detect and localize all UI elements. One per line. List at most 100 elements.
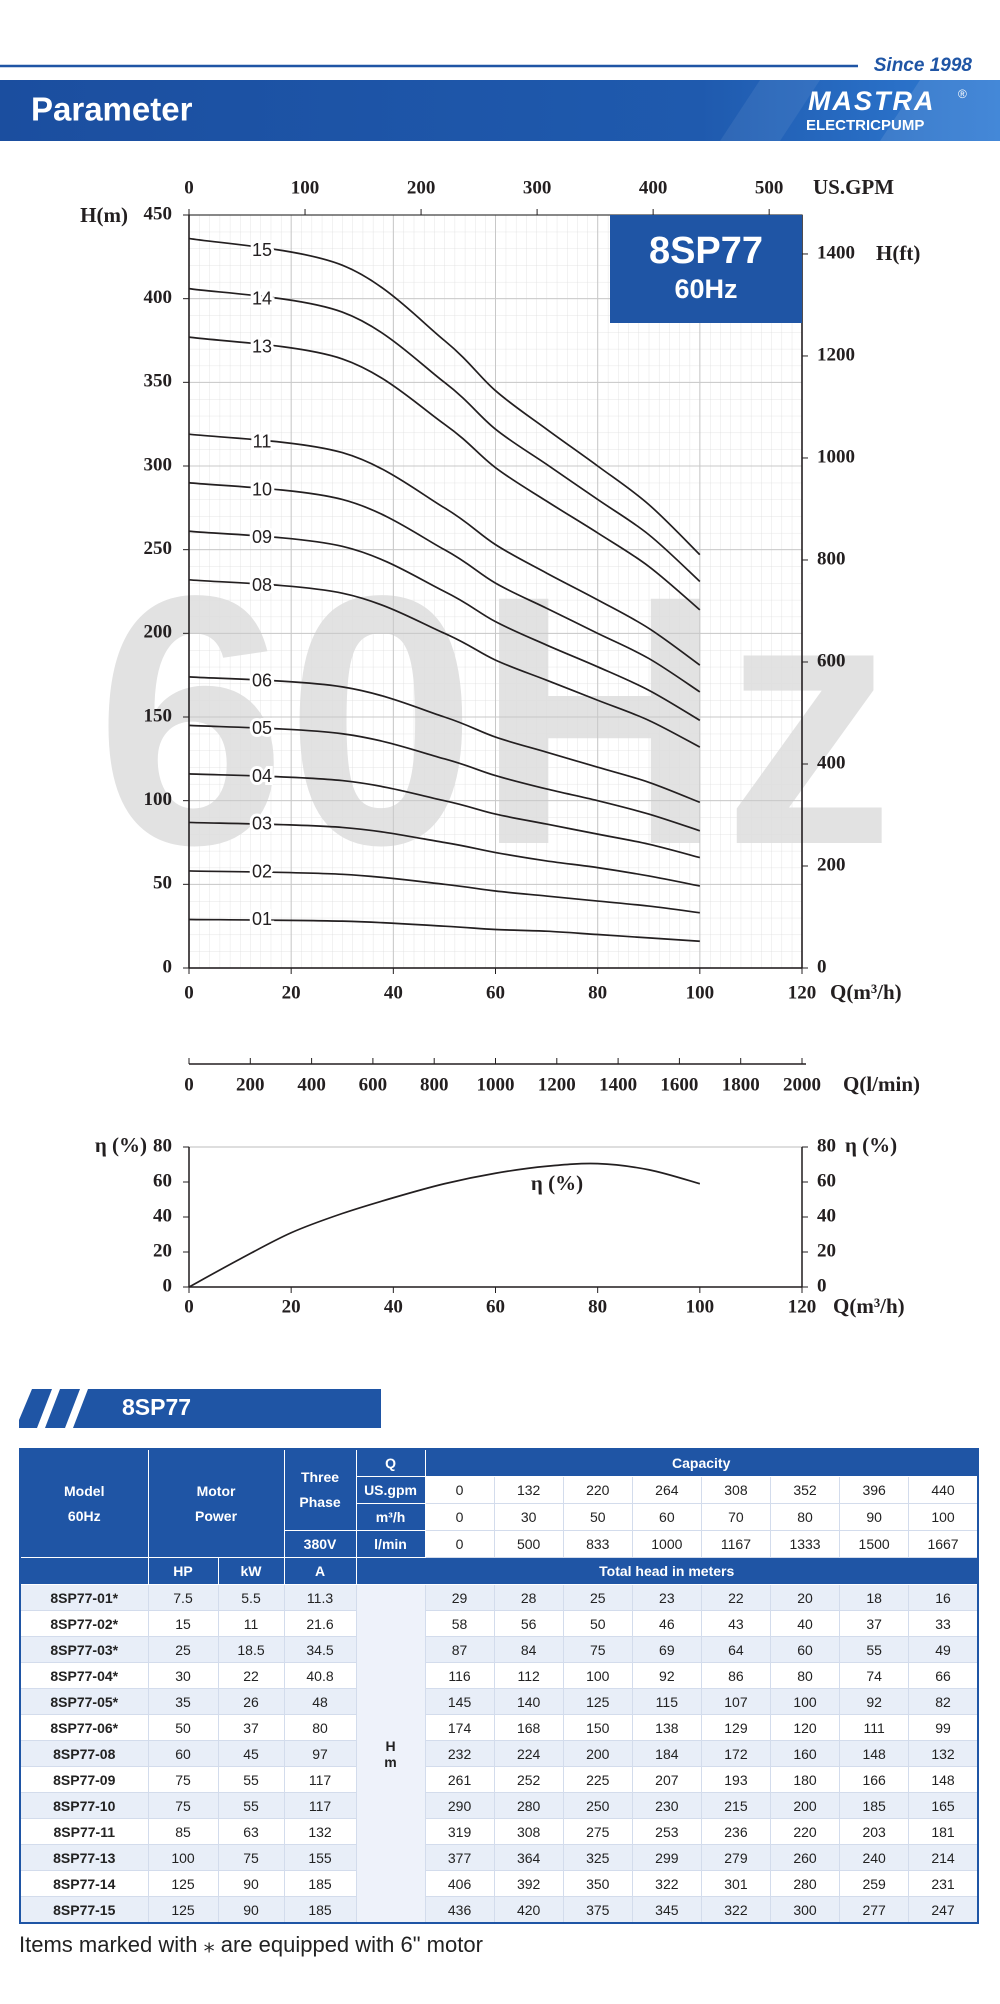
head-curve bbox=[188, 287, 701, 583]
head-cell: 250 bbox=[562, 1792, 633, 1819]
head-cell: 69 bbox=[631, 1636, 702, 1663]
hp-cell: 15 bbox=[147, 1610, 219, 1637]
head-curve bbox=[188, 675, 701, 804]
curve-label: 11 bbox=[253, 432, 272, 452]
head-cell: 43 bbox=[700, 1610, 771, 1637]
head-cell: 301 bbox=[700, 1870, 771, 1897]
unit-cell: m³/h bbox=[355, 1503, 426, 1531]
head-cell: 120 bbox=[769, 1714, 841, 1741]
head-cell: 260 bbox=[769, 1844, 841, 1871]
model-cell: 8SP77-06* bbox=[19, 1714, 149, 1741]
capacity-value: 30 bbox=[493, 1503, 564, 1531]
head-cell: 253 bbox=[631, 1818, 702, 1845]
banner-stripe bbox=[720, 80, 820, 141]
hp-cell: 125 bbox=[147, 1896, 219, 1924]
curve-label: 15 bbox=[252, 240, 272, 260]
head-curve bbox=[188, 773, 701, 859]
x3-tick-label: 1200 bbox=[538, 1074, 576, 1095]
header-text: Power bbox=[195, 1507, 238, 1524]
hp-cell: 7.5 bbox=[147, 1584, 219, 1611]
header-cell: Capacity bbox=[424, 1448, 979, 1477]
y2-tick-label: 1400 bbox=[817, 242, 855, 263]
capacity-row: 380V l/min 0 500 833 1000 1167 1333 1500 1667 bbox=[20, 1530, 979, 1558]
head-cell: 16 bbox=[908, 1584, 979, 1611]
kw-cell: 90 bbox=[217, 1870, 285, 1897]
header-cell: Total head in meters bbox=[355, 1557, 979, 1585]
chart: 0 20 40 60 80 100 120020406080020406080Q(m³/h)… bbox=[95, 1133, 905, 1318]
head-cell: 375 bbox=[562, 1896, 633, 1924]
x-tick-label: 120 bbox=[788, 1296, 817, 1317]
head-cell: 406 bbox=[424, 1870, 495, 1897]
x-label: Q(m³/h) bbox=[830, 980, 902, 1004]
y2-tick-label: 40 bbox=[817, 1205, 836, 1226]
model-cell: 8SP77-15 bbox=[19, 1896, 149, 1924]
head-cell: 207 bbox=[631, 1766, 702, 1793]
table-row: 8SP77-04* 30 22 40.8 116 112 100 92 86 80 74 66 bbox=[19, 1662, 979, 1689]
y-tick-label: 100 bbox=[144, 789, 173, 810]
y-tick-label: 60 bbox=[153, 1170, 172, 1191]
y-label: η (%) bbox=[95, 1133, 147, 1157]
capacity-value: 500 bbox=[493, 1530, 564, 1558]
x3-tick-label: 1000 bbox=[477, 1074, 515, 1095]
y2-tick-label: 1200 bbox=[817, 344, 855, 365]
amp-cell: 117 bbox=[283, 1766, 357, 1793]
title-bar bbox=[73, 1389, 381, 1428]
y2-tick-label: 0 bbox=[817, 1275, 827, 1296]
head-cell: 55 bbox=[839, 1636, 910, 1663]
capacity-value: 50 bbox=[562, 1503, 633, 1531]
model-cell: 8SP77-05* bbox=[19, 1688, 149, 1715]
head-cell: 214 bbox=[908, 1844, 979, 1871]
capacity-value: 0 bbox=[424, 1476, 495, 1504]
head-cell: 40 bbox=[769, 1610, 841, 1637]
kw-cell: 45 bbox=[217, 1740, 285, 1767]
head-cell: 160 bbox=[769, 1740, 841, 1767]
y-tick-label: 250 bbox=[144, 538, 173, 559]
hp-cell: 75 bbox=[147, 1792, 219, 1819]
head-cell: 185 bbox=[839, 1792, 910, 1819]
capacity-value: 352 bbox=[769, 1476, 841, 1504]
x-label: Q(m³/h) bbox=[833, 1294, 905, 1318]
parameter-table: Model 60Hz Motor Power Three Phase Q Capaci… bbox=[19, 1448, 979, 1924]
hp-cell: 125 bbox=[147, 1870, 219, 1897]
efficiency-curve bbox=[188, 1162, 701, 1288]
table-row: 8SP77-14 125 90 185 406 392 350 322 301 280 259 231 bbox=[19, 1870, 979, 1897]
x-tick-label: 0 bbox=[184, 982, 194, 1003]
x-tick-label: 40 bbox=[384, 1296, 403, 1317]
head-cell: 203 bbox=[839, 1818, 910, 1845]
head-cell: 87 bbox=[424, 1636, 495, 1663]
capacity-value: 90 bbox=[839, 1503, 910, 1531]
head-curve bbox=[188, 530, 701, 722]
curve-label: 14 bbox=[252, 289, 272, 309]
head-cell: 84 bbox=[493, 1636, 564, 1663]
kw-cell: 37 bbox=[217, 1714, 285, 1741]
head-cell: 115 bbox=[631, 1688, 702, 1715]
head-cell: 64 bbox=[700, 1636, 771, 1663]
thead: Model 60Hz Motor Power Three Phase Q Capaci… bbox=[19, 1448, 979, 1585]
x2-tick-label: 400 bbox=[639, 177, 668, 198]
hp-cell: 50 bbox=[147, 1714, 219, 1741]
head-curve bbox=[188, 870, 700, 914]
curve-label: 13 bbox=[252, 336, 272, 356]
capacity-value: 1000 bbox=[631, 1530, 702, 1558]
head-cell: 20 bbox=[769, 1584, 841, 1611]
header-cell: Q bbox=[355, 1448, 426, 1477]
capacity-value: 60 bbox=[631, 1503, 702, 1531]
head-cell: 165 bbox=[908, 1792, 979, 1819]
head-cell: 168 bbox=[493, 1714, 564, 1741]
x2-tick-label: 500 bbox=[755, 177, 784, 198]
table-row: 8SP77-05* 35 26 48 145 140 125 115 107 100 92 82 bbox=[19, 1688, 979, 1715]
kw-cell: 5.5 bbox=[217, 1584, 285, 1611]
y-tick-label: 50 bbox=[153, 873, 172, 894]
amp-cell: 40.8 bbox=[283, 1662, 357, 1689]
curve-label: 03 bbox=[252, 814, 272, 834]
header-cell bbox=[19, 1557, 149, 1585]
table-row: 8SP77-11 85 63 132 319 308 275 253 236 220 203 181 bbox=[19, 1818, 979, 1845]
capacity-value: 132 bbox=[493, 1476, 564, 1504]
head-cell: 261 bbox=[424, 1766, 495, 1793]
head-cell: 322 bbox=[631, 1870, 702, 1897]
head-cell: 66 bbox=[908, 1662, 979, 1689]
model-cell: 8SP77-11 bbox=[19, 1818, 149, 1845]
header-text: 60Hz bbox=[67, 1507, 101, 1524]
header-cell: HP bbox=[147, 1557, 219, 1585]
